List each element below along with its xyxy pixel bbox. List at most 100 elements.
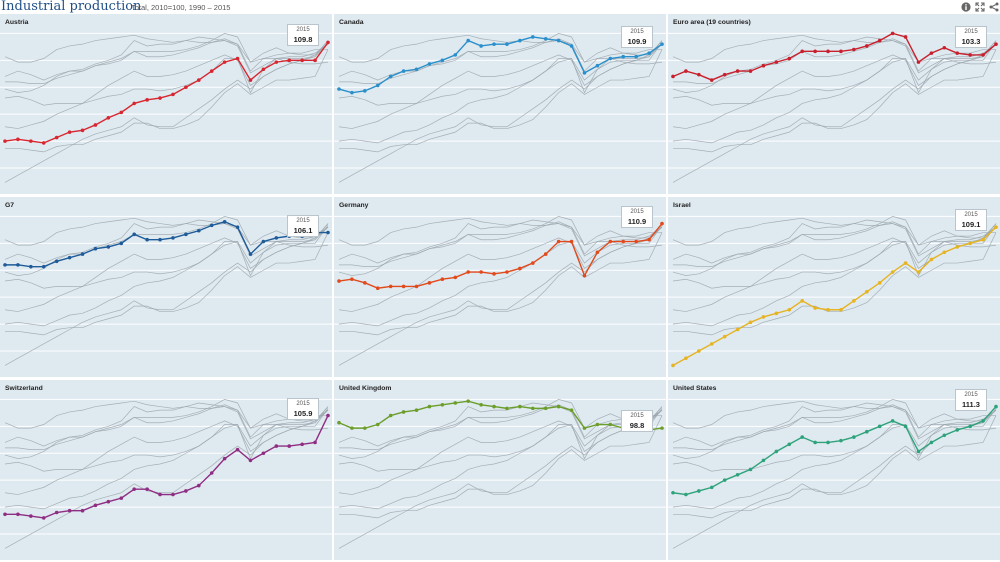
data-point-united-states-2003[interactable] bbox=[839, 438, 843, 443]
expand-icon[interactable] bbox=[975, 2, 985, 12]
data-point-g7-2011[interactable] bbox=[274, 236, 279, 240]
data-point-israel-1996[interactable] bbox=[748, 320, 753, 325]
data-point-united-states-1994[interactable] bbox=[722, 478, 727, 482]
data-point-united-states-2011[interactable] bbox=[942, 433, 947, 438]
data-point-united-states-2001[interactable] bbox=[813, 440, 817, 445]
data-point-switzerland-2007[interactable] bbox=[222, 456, 227, 461]
data-point-euro-area-19-countries-2011[interactable] bbox=[942, 45, 947, 50]
data-point-g7-2007[interactable] bbox=[222, 219, 227, 224]
data-point-united-states-1993[interactable] bbox=[709, 485, 714, 490]
data-point-euro-area-19-countries-1994[interactable] bbox=[722, 72, 727, 77]
data-point-germany-2003[interactable] bbox=[505, 270, 509, 274]
data-point-united-kingdom-2007[interactable] bbox=[556, 404, 561, 409]
data-point-germany-2007[interactable] bbox=[556, 239, 561, 244]
data-point-g7-1992[interactable] bbox=[29, 264, 33, 269]
data-point-switzerland-2000[interactable] bbox=[132, 487, 136, 491]
data-point-canada-1996[interactable] bbox=[414, 67, 419, 72]
data-point-euro-area-19-countries-1995[interactable] bbox=[735, 69, 740, 73]
data-point-switzerland-1998[interactable] bbox=[106, 499, 111, 504]
data-point-austria-2012[interactable] bbox=[287, 58, 292, 63]
data-point-switzerland-2004[interactable] bbox=[184, 489, 188, 493]
data-point-switzerland-2003[interactable] bbox=[171, 492, 175, 497]
data-point-canada-2011[interactable] bbox=[608, 56, 613, 61]
data-point-germany-2012[interactable] bbox=[621, 239, 626, 244]
data-point-euro-area-19-countries-2000[interactable] bbox=[800, 49, 804, 54]
data-point-germany-1998[interactable] bbox=[440, 277, 445, 282]
data-point-germany-2015[interactable] bbox=[660, 221, 664, 226]
data-point-austria-1999[interactable] bbox=[119, 110, 124, 115]
data-point-germany-2014[interactable] bbox=[647, 237, 651, 242]
data-point-canada-1998[interactable] bbox=[440, 58, 445, 63]
data-point-germany-1999[interactable] bbox=[453, 275, 458, 280]
data-point-israel-2015[interactable] bbox=[994, 225, 998, 229]
data-point-canada-2008[interactable] bbox=[569, 44, 574, 48]
data-point-germany-2002[interactable] bbox=[492, 272, 496, 276]
data-point-switzerland-2002[interactable] bbox=[158, 492, 162, 497]
data-point-united-kingdom-1990[interactable] bbox=[337, 420, 341, 425]
data-point-austria-2005[interactable] bbox=[197, 78, 201, 82]
data-point-austria-2004[interactable] bbox=[184, 85, 188, 90]
data-point-united-kingdom-1997[interactable] bbox=[427, 404, 432, 409]
panel-united-states[interactable]: United States 2015 111.3 bbox=[668, 380, 1000, 560]
data-point-united-states-2005[interactable] bbox=[865, 429, 869, 434]
data-point-austria-1991[interactable] bbox=[16, 137, 20, 142]
data-point-canada-2005[interactable] bbox=[531, 35, 535, 39]
data-point-united-kingdom-2009[interactable] bbox=[582, 426, 587, 430]
data-point-canada-2006[interactable] bbox=[543, 36, 548, 41]
data-point-canada-2000[interactable] bbox=[466, 38, 470, 43]
data-point-israel-2005[interactable] bbox=[865, 289, 869, 294]
data-point-euro-area-19-countries-2004[interactable] bbox=[852, 47, 856, 52]
data-point-switzerland-1992[interactable] bbox=[29, 514, 33, 518]
data-point-austria-2009[interactable] bbox=[248, 78, 253, 82]
data-point-canada-1994[interactable] bbox=[388, 74, 393, 79]
data-point-israel-2014[interactable] bbox=[981, 237, 985, 242]
data-point-euro-area-19-countries-2006[interactable] bbox=[877, 38, 882, 43]
data-point-israel-2002[interactable] bbox=[826, 307, 830, 312]
data-point-germany-2008[interactable] bbox=[569, 239, 574, 244]
data-point-euro-area-19-countries-1996[interactable] bbox=[748, 69, 753, 73]
data-point-euro-area-19-countries-2013[interactable] bbox=[968, 53, 972, 57]
data-point-euro-area-19-countries-1997[interactable] bbox=[761, 63, 766, 68]
data-point-austria-1990[interactable] bbox=[3, 139, 7, 143]
data-point-g7-1999[interactable] bbox=[119, 241, 124, 246]
data-point-israel-1994[interactable] bbox=[722, 334, 727, 339]
data-point-euro-area-19-countries-2003[interactable] bbox=[839, 49, 843, 54]
data-point-united-kingdom-1992[interactable] bbox=[363, 426, 367, 430]
data-point-united-kingdom-2011[interactable] bbox=[608, 422, 613, 427]
data-point-united-states-1990[interactable] bbox=[671, 490, 675, 495]
data-point-united-states-2000[interactable] bbox=[800, 435, 804, 439]
data-point-g7-1995[interactable] bbox=[67, 255, 72, 260]
panel-canada[interactable]: Canada 2015 109.9 bbox=[334, 14, 666, 194]
data-point-united-states-1996[interactable] bbox=[748, 467, 753, 472]
data-point-israel-2006[interactable] bbox=[877, 281, 882, 285]
data-point-united-kingdom-1996[interactable] bbox=[414, 408, 419, 412]
data-point-g7-2001[interactable] bbox=[145, 237, 149, 242]
data-point-germany-1992[interactable] bbox=[363, 281, 367, 285]
data-point-euro-area-19-countries-2008[interactable] bbox=[903, 35, 908, 39]
data-point-israel-1990[interactable] bbox=[671, 363, 675, 368]
data-point-israel-1993[interactable] bbox=[709, 342, 714, 346]
data-point-euro-area-19-countries-2007[interactable] bbox=[890, 31, 895, 36]
data-point-canada-1991[interactable] bbox=[350, 90, 354, 95]
data-point-israel-2011[interactable] bbox=[942, 250, 947, 255]
data-point-g7-2015[interactable] bbox=[326, 230, 330, 235]
data-point-switzerland-2006[interactable] bbox=[209, 471, 214, 475]
data-point-united-kingdom-2005[interactable] bbox=[531, 406, 535, 411]
data-point-germany-1996[interactable] bbox=[414, 284, 419, 289]
data-point-g7-2010[interactable] bbox=[261, 239, 266, 244]
data-point-united-kingdom-2001[interactable] bbox=[479, 402, 483, 407]
data-point-euro-area-19-countries-1991[interactable] bbox=[684, 69, 688, 73]
data-point-united-states-1997[interactable] bbox=[761, 458, 766, 463]
data-point-switzerland-2001[interactable] bbox=[145, 487, 149, 491]
data-point-united-kingdom-1993[interactable] bbox=[375, 422, 380, 427]
data-point-united-kingdom-2010[interactable] bbox=[595, 422, 600, 427]
panel-g7[interactable]: G7 2015 106.1 bbox=[0, 197, 332, 377]
data-point-germany-1997[interactable] bbox=[427, 281, 432, 285]
data-point-united-states-2015[interactable] bbox=[994, 404, 998, 409]
data-point-g7-2008[interactable] bbox=[235, 225, 240, 229]
data-point-euro-area-19-countries-2012[interactable] bbox=[955, 51, 960, 55]
data-point-g7-2002[interactable] bbox=[158, 237, 162, 242]
data-point-euro-area-19-countries-2014[interactable] bbox=[981, 53, 985, 57]
data-point-switzerland-2008[interactable] bbox=[235, 447, 240, 452]
data-point-euro-area-19-countries-2009[interactable] bbox=[916, 60, 921, 64]
